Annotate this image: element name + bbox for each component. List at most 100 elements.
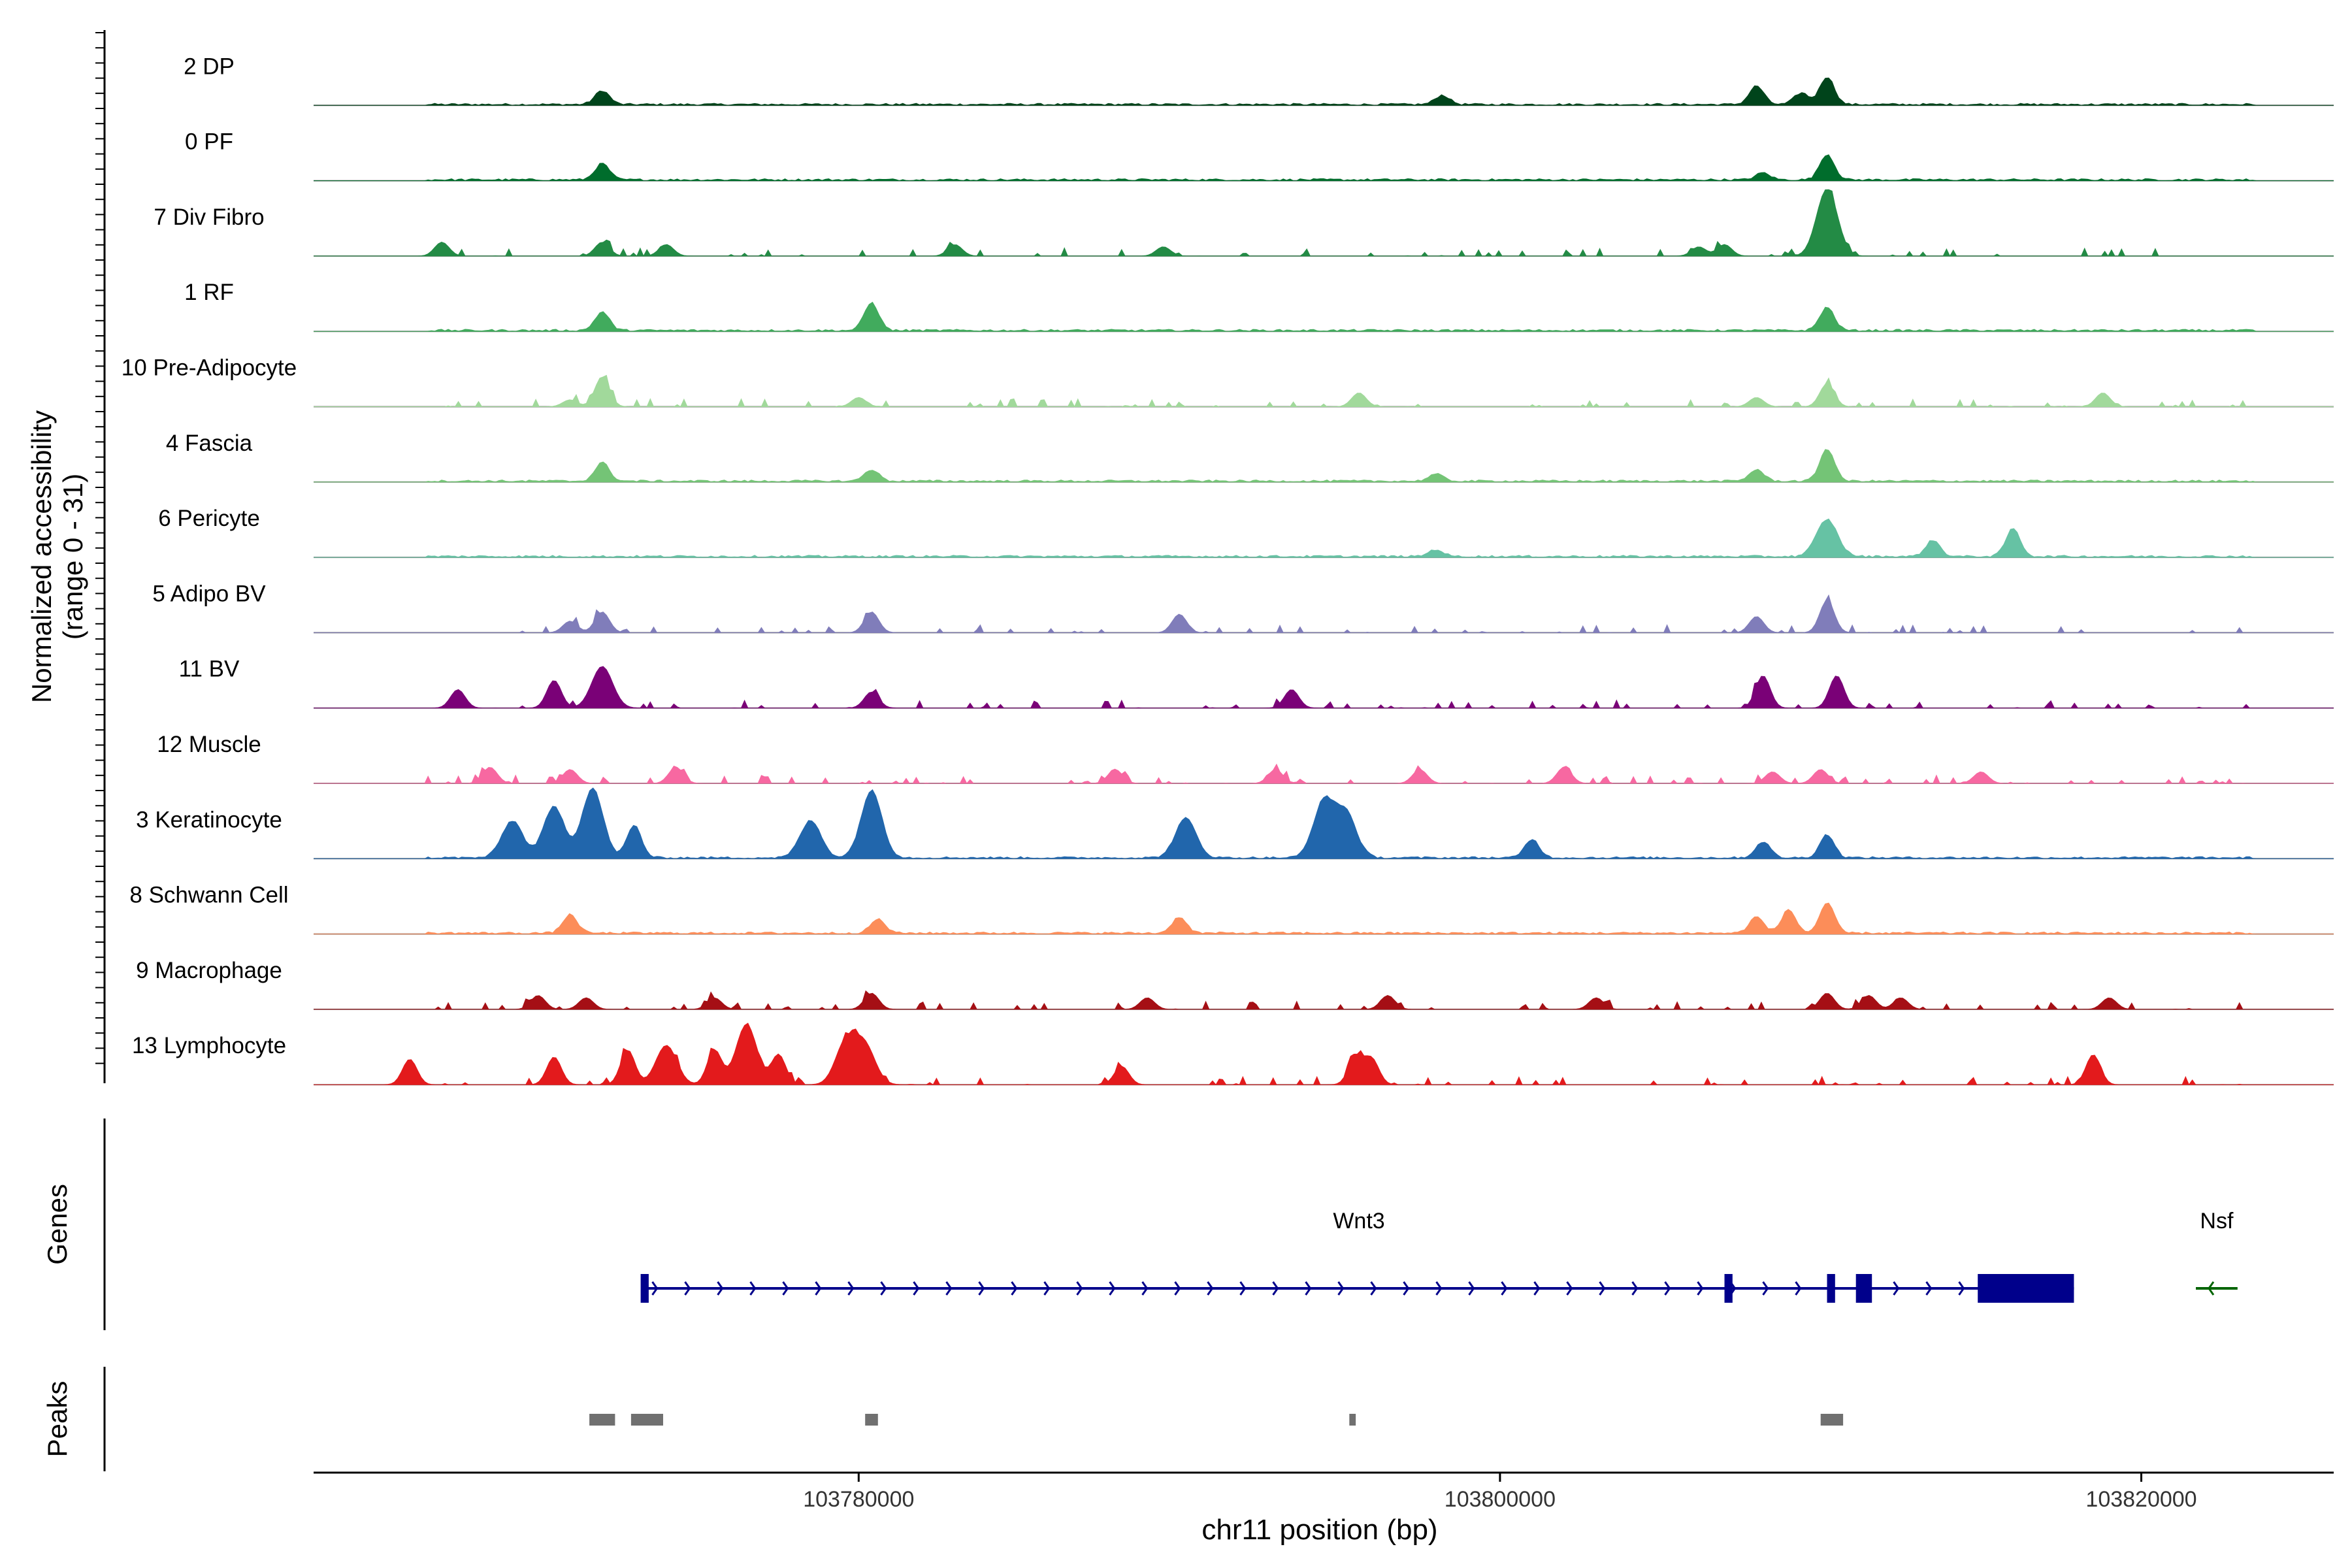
- coverage-area: [314, 787, 2334, 859]
- gene-label: Wnt3: [1333, 1209, 1384, 1233]
- track-label: 10 Pre-Adipocyte: [122, 355, 297, 381]
- strand-arrow: [1925, 1281, 1933, 1296]
- track-label: 2 DP: [184, 54, 235, 79]
- track: 10 Pre-Adipocyte: [122, 355, 2334, 408]
- y-axis-label: Normalized accessibility: [26, 410, 57, 703]
- strand-arrow: [1011, 1281, 1018, 1296]
- strand-arrow: [1043, 1281, 1051, 1296]
- coverage-area: [314, 902, 2334, 935]
- strand-arrow: [1697, 1281, 1704, 1296]
- strand-arrow: [1566, 1281, 1573, 1296]
- strand-arrow: [749, 1281, 757, 1296]
- track-label: 4 Fascia: [166, 431, 253, 456]
- strand-arrow: [1403, 1281, 1410, 1296]
- x-tick-label: 103780000: [803, 1487, 914, 1512]
- strand-arrow: [1631, 1281, 1639, 1296]
- track-label: 1 RF: [184, 280, 234, 305]
- gene-model: Wnt3: [640, 1209, 2074, 1303]
- x-tick-label: 103800000: [1445, 1487, 1556, 1512]
- strand-arrow: [1599, 1281, 1606, 1296]
- track-label: 0 PF: [185, 129, 233, 155]
- track-label: 9 Macrophage: [136, 958, 282, 983]
- strand-arrow: [1207, 1281, 1214, 1296]
- y-axis-sublabel: (range 0 - 31): [57, 474, 88, 640]
- strand-arrow: [1141, 1281, 1149, 1296]
- strand-arrow: [1239, 1281, 1247, 1296]
- strand-arrow: [945, 1281, 953, 1296]
- coverage-tracks: 2 DP 0 PF 7 Div Fibro 1 RF 10 Pre-Adipocyte 4…: [122, 54, 2334, 1086]
- strand-arrow: [913, 1281, 920, 1296]
- coverage-y-axis: [95, 30, 106, 1083]
- strand-arrow: [1664, 1281, 1671, 1296]
- track: 8 Schwann Cell: [129, 883, 2334, 935]
- strand-arrow: [1958, 1281, 1965, 1296]
- coverage-area: [314, 449, 2334, 483]
- strand-arrow: [1305, 1281, 1312, 1296]
- strand-arrow: [1501, 1281, 1508, 1296]
- peak-block: [1349, 1414, 1356, 1426]
- track: 12 Muscle: [157, 732, 2334, 784]
- coverage-area: [314, 374, 2334, 408]
- track: 5 Adipo BV: [152, 581, 2334, 634]
- track-label: 8 Schwann Cell: [129, 883, 288, 908]
- gene-exon: [1724, 1274, 1733, 1303]
- strand-arrow: [1533, 1281, 1541, 1296]
- gene-exon: [640, 1274, 649, 1303]
- strand-arrow: [1076, 1281, 1083, 1296]
- track: 6 Pericyte: [158, 506, 2334, 559]
- track: 0 PF: [185, 129, 2334, 182]
- strand-arrow: [815, 1281, 822, 1296]
- gene-exon: [1855, 1274, 1872, 1303]
- coverage-area: [314, 77, 2334, 106]
- strand-arrow: [880, 1281, 887, 1296]
- strand-arrow: [1468, 1281, 1475, 1296]
- track-label: 3 Keratinocyte: [136, 807, 282, 832]
- coverage-area: [314, 990, 2334, 1010]
- strand-arrow: [717, 1281, 724, 1296]
- peak-block: [1820, 1414, 1844, 1426]
- strand-arrow: [1762, 1281, 1769, 1296]
- strand-arrow: [1893, 1281, 1900, 1296]
- track: 2 DP: [184, 54, 2334, 106]
- peak-block: [865, 1414, 878, 1426]
- track-label: 6 Pericyte: [158, 506, 260, 531]
- track: 7 Div Fibro: [154, 189, 2334, 257]
- coverage-area: [314, 189, 2334, 257]
- gene-label: Nsf: [2200, 1209, 2234, 1233]
- strand-arrow: [782, 1281, 789, 1296]
- strand-arrow: [1174, 1281, 1181, 1296]
- strand-arrow: [684, 1281, 691, 1296]
- strand-arrow: [1337, 1281, 1345, 1296]
- coverage-area: [314, 763, 2334, 784]
- track: 11 BV: [179, 657, 2334, 709]
- strand-arrow: [1370, 1281, 1377, 1296]
- peaks-panel-label: Peaks: [42, 1381, 73, 1458]
- track: 1 RF: [184, 280, 2334, 333]
- track-label: 13 Lymphocyte: [132, 1033, 286, 1058]
- track-label: 5 Adipo BV: [152, 581, 266, 606]
- gene-exon: [1827, 1274, 1835, 1303]
- track: 9 Macrophage: [136, 958, 2334, 1010]
- track-label: 12 Muscle: [157, 732, 261, 757]
- strand-arrow: [2208, 1281, 2215, 1296]
- track-label: 11 BV: [179, 657, 240, 682]
- peak-block: [630, 1414, 663, 1426]
- gene-exon: [1978, 1274, 2074, 1303]
- track: 4 Fascia: [166, 431, 2334, 483]
- genes-panel-label: Genes: [42, 1184, 73, 1265]
- strand-arrow: [1272, 1281, 1279, 1296]
- strand-arrow: [1109, 1281, 1116, 1296]
- coverage-area: [314, 154, 2334, 182]
- peak-block: [589, 1414, 615, 1426]
- strand-arrow: [1795, 1281, 1802, 1296]
- strand-arrow: [978, 1281, 985, 1296]
- strand-arrow: [847, 1281, 855, 1296]
- coverage-area: [314, 301, 2334, 332]
- track-label: 7 Div Fibro: [154, 204, 264, 230]
- track: 3 Keratinocyte: [136, 787, 2334, 860]
- gene-model: Nsf: [2196, 1209, 2238, 1296]
- peaks-panel: Peaks: [42, 1367, 1844, 1471]
- coverage-area: [314, 518, 2334, 558]
- x-tick-label: 103820000: [2085, 1487, 2197, 1512]
